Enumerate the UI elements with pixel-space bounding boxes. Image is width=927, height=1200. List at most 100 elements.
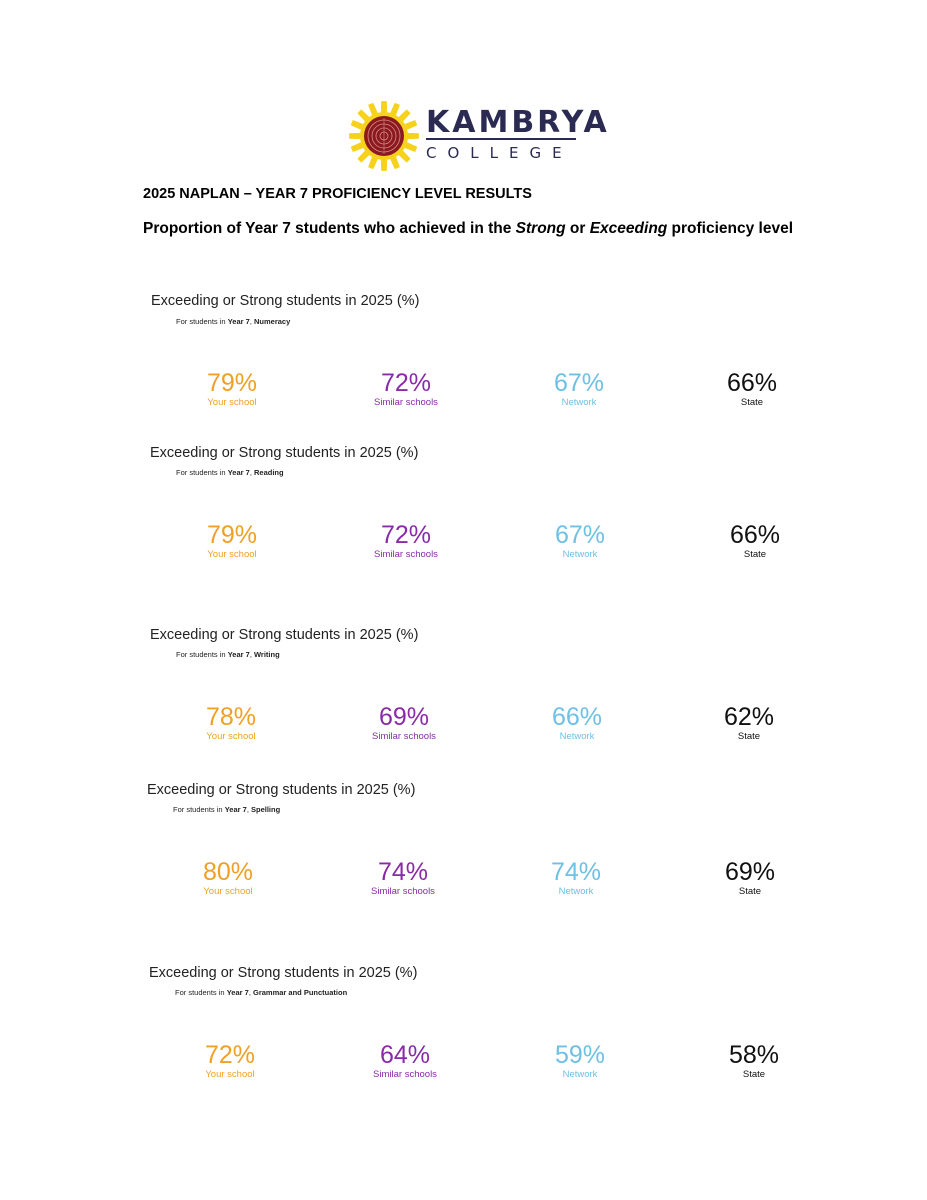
- stat-value: 74%: [377, 858, 429, 886]
- subtitle-text-3: proficiency level: [667, 220, 794, 237]
- stat-value: 59%: [554, 1041, 606, 1069]
- logo-name: KAMBRYA: [426, 105, 610, 140]
- stat-value: 66%: [729, 521, 781, 549]
- stat-label: State: [737, 731, 761, 742]
- stat-your-school: 72% Your school: [160, 1042, 300, 1081]
- stat-similar-schools: 74% Similar schools: [333, 859, 473, 898]
- stat-label: Similar schools: [374, 549, 438, 560]
- stat-label: State: [738, 886, 762, 897]
- stat-similar-schools: 72% Similar schools: [336, 370, 476, 409]
- stat-state: 66% State: [682, 370, 822, 409]
- stat-label: Similar schools: [372, 731, 436, 742]
- stat-network: 59% Network: [510, 1042, 650, 1081]
- panel-subtitle: For students in Year 7, Spelling: [173, 805, 280, 814]
- stat-value: 79%: [206, 369, 258, 397]
- panel-subtitle-separator: ,: [248, 988, 253, 997]
- stat-state: 69% State: [680, 859, 820, 898]
- stat-network: 74% Network: [506, 859, 646, 898]
- stat-label: Similar schools: [373, 1069, 437, 1080]
- stat-value: 62%: [723, 703, 775, 731]
- stat-similar-schools: 64% Similar schools: [335, 1042, 475, 1081]
- stat-your-school: 78% Your school: [161, 704, 301, 743]
- document-subtitle: Proportion of Year 7 students who achiev…: [143, 220, 793, 238]
- stat-state: 62% State: [679, 704, 819, 743]
- panel-subtitle-prefix: For students in: [176, 317, 228, 326]
- panel-subtitle-separator: ,: [246, 805, 251, 814]
- panel-numeracy: Exceeding or Strong students in 2025 (%)…: [0, 293, 927, 433]
- stat-label: Your school: [203, 886, 253, 897]
- panel-title: Exceeding or Strong students in 2025 (%): [149, 965, 418, 981]
- panel-year: Year 7: [227, 468, 250, 477]
- stat-state: 66% State: [685, 522, 825, 561]
- stat-your-school: 80% Your school: [158, 859, 298, 898]
- sun-seal-icon: [349, 101, 419, 171]
- panel-domain: Reading: [253, 468, 284, 477]
- panel-year: Year 7: [227, 317, 250, 326]
- panel-subtitle-separator: ,: [249, 317, 254, 326]
- logo-wordmark: KAMBRYA COLLEGE: [426, 106, 610, 164]
- panel-domain: Grammar and Punctuation: [252, 988, 348, 997]
- sun-ray: [404, 120, 418, 130]
- panel-year: Year 7: [227, 650, 250, 659]
- sun-ray: [390, 102, 400, 116]
- sun-ray: [357, 109, 370, 122]
- stat-your-school: 79% Your school: [162, 370, 302, 409]
- stat-label: State: [743, 549, 767, 560]
- stat-value: 58%: [728, 1041, 780, 1069]
- sun-ray: [350, 142, 364, 152]
- logo-divider: [426, 138, 576, 140]
- panel-subtitle-separator: ,: [249, 468, 254, 477]
- document-title: 2025 NAPLAN – YEAR 7 PROFICIENCY LEVEL R…: [143, 186, 532, 202]
- stat-value: 67%: [554, 521, 606, 549]
- sun-ray: [398, 150, 411, 163]
- stat-value: 74%: [550, 858, 602, 886]
- sun-ray: [368, 156, 378, 170]
- stat-label: Similar schools: [371, 886, 435, 897]
- panel-subtitle-prefix: For students in: [176, 650, 228, 659]
- stat-label: Network: [561, 397, 597, 408]
- logo-sub: COLLEGE: [426, 144, 573, 162]
- sun-ray: [390, 156, 400, 170]
- panel-title: Exceeding or Strong students in 2025 (%): [150, 627, 419, 643]
- panel-year: Year 7: [224, 805, 247, 814]
- subtitle-strong: Strong: [515, 220, 566, 237]
- stat-label: Your school: [207, 549, 257, 560]
- stat-similar-schools: 72% Similar schools: [336, 522, 476, 561]
- panel-year: Year 7: [226, 988, 249, 997]
- panel-title: Exceeding or Strong students in 2025 (%): [150, 445, 419, 461]
- stat-similar-schools: 69% Similar schools: [334, 704, 474, 743]
- sun-ray: [407, 132, 419, 140]
- stat-label: Network: [559, 731, 595, 742]
- stat-your-school: 79% Your school: [162, 522, 302, 561]
- stat-label: Your school: [207, 397, 257, 408]
- sun-ray: [368, 102, 378, 116]
- stat-value: 66%: [726, 369, 778, 397]
- panel-title: Exceeding or Strong students in 2025 (%): [151, 293, 420, 309]
- subtitle-text-1: Proportion of Year 7 students who achiev…: [143, 220, 516, 237]
- stat-value: 72%: [380, 369, 432, 397]
- stat-value: 66%: [551, 703, 603, 731]
- stat-value: 78%: [205, 703, 257, 731]
- panel-subtitle-prefix: For students in: [175, 988, 227, 997]
- stat-label: State: [742, 1069, 766, 1080]
- panel-subtitle-prefix: For students in: [173, 805, 225, 814]
- panel-writing: Exceeding or Strong students in 2025 (%)…: [0, 627, 927, 767]
- panel-reading: Exceeding or Strong students in 2025 (%)…: [0, 445, 927, 585]
- panel-domain: Numeracy: [253, 317, 291, 326]
- stat-value: 67%: [553, 369, 605, 397]
- stat-value: 79%: [206, 521, 258, 549]
- stat-value: 80%: [202, 858, 254, 886]
- stat-label: Your school: [205, 1069, 255, 1080]
- stat-value: 72%: [204, 1041, 256, 1069]
- stat-value: 69%: [378, 703, 430, 731]
- sun-ray: [404, 142, 418, 152]
- subtitle-exceeding: Exceeding: [589, 220, 668, 237]
- stat-label: Similar schools: [374, 397, 438, 408]
- sun-ray: [357, 150, 370, 163]
- stat-label: Network: [558, 886, 594, 897]
- stat-label: State: [740, 397, 764, 408]
- panel-subtitle-prefix: For students in: [176, 468, 228, 477]
- panel-subtitle: For students in Year 7, Numeracy: [176, 317, 290, 326]
- stat-label: Your school: [206, 731, 256, 742]
- stat-value: 72%: [380, 521, 432, 549]
